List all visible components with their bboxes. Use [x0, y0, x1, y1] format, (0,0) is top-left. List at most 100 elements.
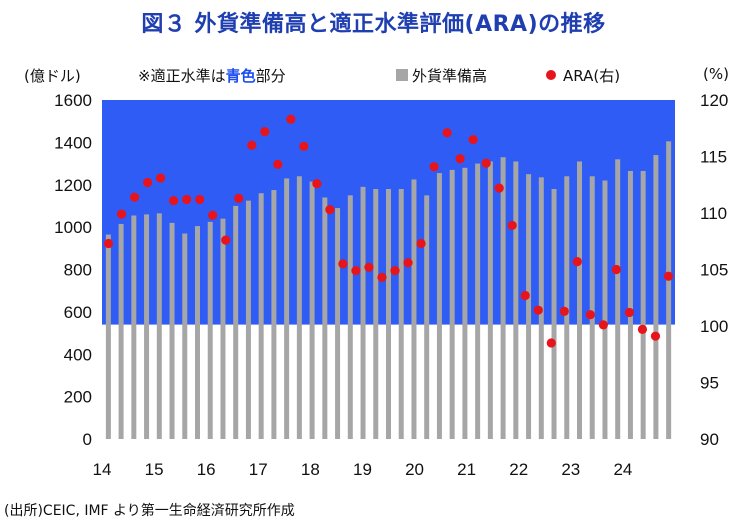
- reserve-bar: [373, 188, 379, 439]
- reserve-bar: [245, 200, 251, 439]
- right-tick-label: 120: [700, 91, 728, 110]
- reserve-bar: [335, 208, 341, 439]
- left-tick-label: 1200: [54, 176, 92, 195]
- x-tick-label: 15: [145, 460, 164, 479]
- ara-dot: [585, 310, 595, 320]
- reserve-bar: [144, 214, 150, 439]
- reserve-bar: [462, 167, 468, 440]
- ara-dot: [312, 179, 322, 189]
- ara-dot: [429, 162, 439, 172]
- ara-dot: [156, 173, 166, 183]
- ara-dot: [520, 290, 530, 301]
- right-tick-label: 90: [700, 430, 719, 449]
- x-tick-label: 24: [613, 460, 632, 479]
- ara-dot: [403, 258, 413, 268]
- left-tick-label: 1400: [54, 133, 92, 152]
- ara-dot: [494, 183, 504, 193]
- reserve-bar: [156, 213, 162, 439]
- reserve-bar: [195, 226, 200, 439]
- chart-title: 図３ 外貨準備高と適正水準評価(ARA)の推移: [141, 12, 606, 37]
- ara-dot: [507, 220, 517, 231]
- ara-dot: [169, 195, 179, 206]
- reserve-bar: [233, 205, 239, 439]
- legend-dot-swatch: [546, 70, 556, 80]
- ara-dot: [273, 159, 283, 170]
- reserve-bar: [360, 186, 366, 439]
- ara-dot: [455, 154, 465, 164]
- ara-dot: [234, 193, 244, 203]
- ara-dot: [325, 205, 335, 215]
- reserve-bar: [386, 188, 391, 439]
- reserve-bar: [271, 190, 277, 439]
- left-tick-label: 800: [64, 261, 92, 280]
- right-tick-label: 95: [700, 374, 719, 393]
- x-tick-label: 19: [353, 460, 372, 479]
- ara-dot: [182, 194, 192, 205]
- ara-dot: [624, 307, 635, 318]
- ara-dot: [650, 331, 661, 341]
- reserve-bar: [627, 170, 633, 439]
- left-tick-label: 1000: [54, 218, 92, 237]
- x-tick-label: 21: [457, 460, 476, 479]
- reserve-bar: [653, 155, 659, 439]
- left-tick-label: 600: [64, 303, 92, 322]
- reserve-bar: [640, 170, 646, 439]
- ara-dot: [247, 140, 257, 150]
- ara-dot: [195, 194, 205, 205]
- reserve-bar: [322, 197, 328, 439]
- reserve-bar: [296, 176, 302, 439]
- reserve-bar: [309, 181, 315, 439]
- ara-dot: [116, 209, 127, 219]
- x-tick-label: 20: [405, 460, 424, 479]
- ara-dot: [299, 141, 309, 151]
- ara-dot: [390, 266, 400, 276]
- ara-dot: [377, 272, 387, 283]
- reserve-bar: [589, 176, 595, 439]
- reserve-bar: [577, 161, 582, 439]
- ara-dot: [572, 256, 582, 267]
- ara-dot: [533, 305, 543, 315]
- right-tick-label: 115: [700, 148, 727, 167]
- ara-dot: [468, 134, 478, 145]
- reserve-bar: [449, 169, 455, 439]
- note-suffix: 部分: [255, 67, 286, 85]
- reserve-bar: [602, 180, 608, 439]
- ara-dot: [351, 266, 361, 276]
- ara-dot: [442, 128, 452, 138]
- ara-dot: [611, 264, 621, 275]
- x-tick-label: 17: [249, 460, 268, 479]
- reserve-bar: [182, 233, 188, 439]
- reserve-bar: [347, 195, 353, 439]
- reserve-bar: [411, 179, 417, 439]
- right-tick-label: 105: [700, 261, 728, 280]
- note-highlight: 青色: [225, 67, 256, 85]
- reserve-bar: [436, 173, 442, 440]
- x-tick-label: 18: [301, 460, 320, 479]
- reserve-bar: [284, 178, 290, 440]
- legend-dot-label: ARA(右): [563, 67, 621, 85]
- reserve-bar: [487, 161, 493, 439]
- ara-dot: [663, 271, 674, 281]
- ara-dot: [416, 238, 426, 249]
- reserve-bar: [500, 157, 506, 440]
- right-tick-label: 110: [700, 204, 727, 223]
- ara-dot: [481, 158, 491, 168]
- reserve-bar: [398, 188, 404, 439]
- ara-dot: [338, 259, 348, 269]
- reserve-bar: [424, 195, 430, 439]
- left-axis-unit: (億ドル): [24, 67, 81, 85]
- ara-dot: [598, 320, 608, 330]
- right-tick-label: 100: [700, 317, 728, 336]
- left-tick-label: 0: [83, 430, 92, 449]
- reserve-bar: [526, 174, 532, 439]
- reserve-bar: [513, 161, 519, 439]
- reserve-bar: [207, 221, 213, 439]
- x-tick-label: 14: [93, 460, 112, 479]
- reserve-bar: [666, 141, 672, 440]
- reserve-bar: [118, 223, 124, 439]
- x-tick-label: 16: [197, 460, 216, 479]
- ara-dot: [142, 177, 153, 188]
- x-tick-label: 22: [509, 460, 528, 479]
- reserve-bar: [551, 188, 557, 439]
